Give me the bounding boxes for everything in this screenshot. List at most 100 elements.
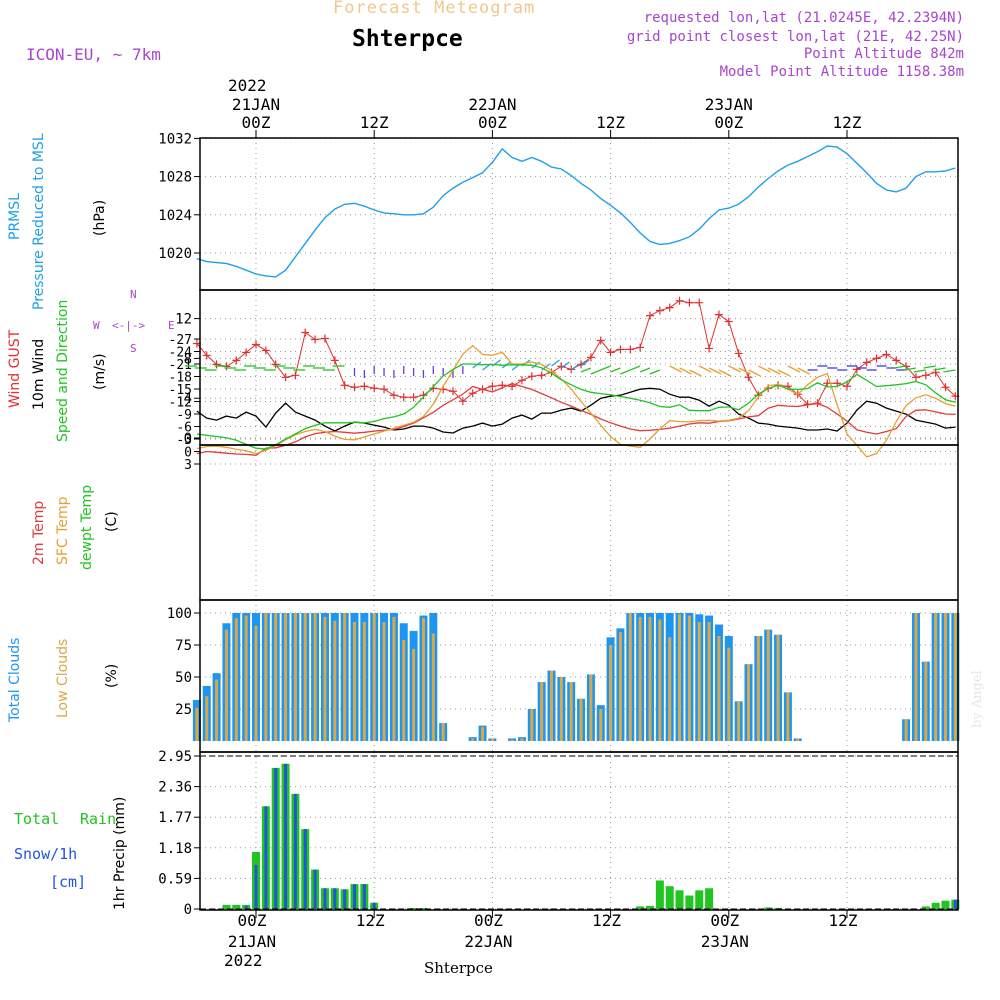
rain-bar	[636, 906, 645, 909]
gust-point	[399, 393, 408, 402]
low-cloud-bar	[579, 698, 583, 741]
low-cloud-bar	[618, 632, 622, 741]
y-tick-label: -15	[169, 383, 192, 398]
gust-point	[261, 346, 270, 355]
y-tick-label: 4	[184, 391, 192, 407]
low-cloud-bar	[678, 614, 682, 741]
top-time-label: 12Z	[360, 113, 389, 132]
low-cloud-bar	[520, 738, 524, 741]
wind-arrow	[738, 367, 751, 375]
low-cloud-bar	[924, 661, 928, 741]
gust-point	[606, 348, 615, 357]
snow-bar	[953, 899, 957, 909]
panel-frame	[199, 137, 959, 291]
wind-arrow	[570, 363, 580, 371]
low-cloud-bar	[609, 645, 613, 741]
wind-arrow	[620, 369, 631, 375]
gust-point	[882, 350, 891, 359]
low-cloud-bar	[293, 613, 297, 741]
gust-point	[626, 345, 635, 354]
y-tick-label: 0	[184, 431, 192, 447]
low-cloud-bar	[756, 636, 760, 741]
rain-bar	[921, 906, 930, 909]
dewpt-series-line	[196, 363, 956, 450]
point-altitude: Point Altitude 842m	[803, 46, 964, 62]
rain-bar	[665, 886, 674, 909]
precip-snow-label: Snow/1h	[14, 845, 78, 863]
low-cloud-bar	[530, 709, 534, 741]
rain-bar	[931, 902, 940, 909]
low-cloud-bar	[796, 738, 800, 741]
wind-arrow	[758, 365, 771, 373]
low-cloud-bar	[559, 677, 563, 741]
low-cloud-bar	[569, 682, 573, 741]
gust-point	[724, 317, 733, 326]
low-cloud-bar	[421, 618, 425, 741]
gust-point	[380, 385, 389, 394]
gust-point	[468, 389, 477, 398]
gust-point	[202, 351, 211, 360]
bottom-time-label: 00Z	[710, 911, 739, 930]
gust-point	[517, 376, 526, 385]
y-tick-label: -21	[169, 358, 192, 373]
gust-point	[281, 373, 290, 382]
low-cloud-bar	[372, 613, 376, 741]
pressure-series-line	[196, 145, 956, 278]
panel-frame	[199, 444, 959, 601]
rain-bar	[675, 890, 684, 909]
low-cloud-bar	[953, 613, 957, 741]
gust-point	[429, 384, 438, 393]
wind-arrow	[580, 359, 590, 367]
low-cloud-bar	[490, 738, 494, 741]
gust-point	[655, 306, 664, 315]
low-cloud-bar	[786, 692, 790, 741]
y-tick-label: -6	[176, 421, 192, 436]
y-tick-label: 0	[184, 446, 192, 461]
gust-point	[330, 356, 339, 365]
low-cloud-bar	[944, 613, 947, 741]
low-cloud-bar	[195, 707, 199, 741]
low-cloud-bar	[382, 621, 386, 741]
gust-point	[616, 345, 625, 354]
snow-bar	[293, 793, 297, 909]
gust-point	[419, 391, 428, 400]
year-bottom: 2022	[224, 951, 263, 970]
gust-point	[892, 356, 901, 365]
low-cloud-bar	[589, 674, 593, 741]
gust-point	[320, 334, 329, 343]
y-tick-label: -3	[176, 433, 192, 448]
y-tick-label: 25	[175, 702, 192, 718]
gust-point	[252, 340, 260, 349]
model-altitude: Model Point Altitude 1158.38m	[719, 64, 964, 80]
wind-arrow	[600, 365, 611, 371]
t2m-series-line	[196, 382, 956, 456]
footer-location: Shterpce	[424, 959, 493, 977]
gust-point	[271, 360, 280, 369]
bottom-time-label: 00Z	[474, 911, 503, 930]
low-cloud-bar	[766, 629, 770, 741]
gust-point	[458, 397, 467, 406]
wind-arrow	[893, 365, 907, 369]
closest-coords: grid point closest lon,lat (21E, 42.25N)	[626, 29, 964, 45]
gust-point	[488, 382, 497, 391]
gust-point	[291, 371, 300, 380]
y-tick-label: 8	[184, 351, 192, 367]
wind-arrow	[797, 367, 811, 375]
bottom-date-label: 22JAN	[464, 932, 512, 951]
gust-point	[389, 391, 398, 400]
low-cloud-bar	[697, 621, 701, 741]
gust-point	[409, 393, 418, 402]
top-time-label: 00Z	[714, 113, 743, 132]
low-cloud-bar	[333, 620, 337, 741]
low-cloud-bar	[648, 616, 652, 741]
low-cloud-bar	[392, 616, 396, 741]
low-cloud-bar	[254, 625, 258, 741]
low-cloud-bar	[412, 648, 416, 741]
rain-bar	[222, 904, 231, 909]
low-cloud-bar	[215, 679, 219, 741]
gust-point	[714, 310, 723, 319]
low-cloud-bar	[737, 701, 741, 741]
wind-arrow	[787, 365, 801, 373]
gust-point	[695, 298, 704, 307]
